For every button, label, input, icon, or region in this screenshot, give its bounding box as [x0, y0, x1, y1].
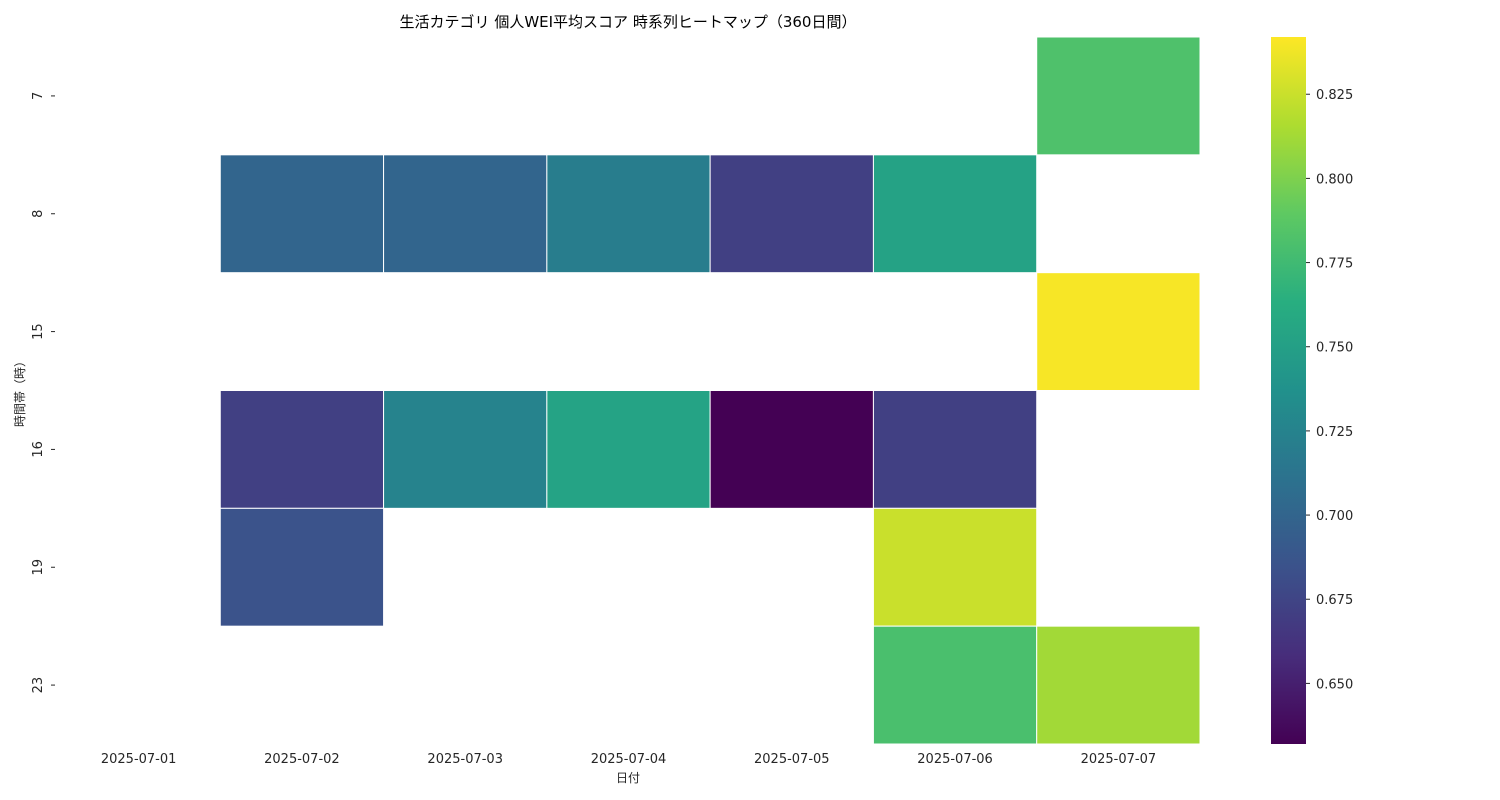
- y-tick-label: 16: [31, 441, 46, 458]
- colorbar-tick-label: 0.725: [1316, 425, 1353, 440]
- x-tick-labels: 2025-07-01 2025-07-02 2025-07-03 2025-07-04…: [101, 752, 1156, 767]
- y-axis-label: 時間帯（時）: [13, 355, 27, 427]
- heatmap-cell: [383, 390, 548, 509]
- heatmap-cell: [219, 507, 385, 627]
- heatmap-cell: [709, 154, 874, 274]
- heatmap-cells: [219, 36, 1201, 745]
- colorbar-tick-label: 0.700: [1316, 509, 1353, 524]
- heatmap-cell: [546, 154, 711, 274]
- heatmap-cell: [872, 154, 1038, 274]
- heatmap-cell: [1036, 36, 1201, 156]
- heatmap-cell: [219, 154, 385, 274]
- y-tick-labels: 7 8 15 16 19 23: [31, 92, 46, 694]
- heatmap-cell: [546, 390, 711, 509]
- colorbar-tick-label: 0.750: [1316, 341, 1353, 356]
- colorbar-tick-label: 0.675: [1316, 593, 1353, 608]
- heatmap-cell: [872, 625, 1038, 745]
- x-tick-label: 2025-07-04: [591, 752, 667, 767]
- y-tick-label: 23: [31, 677, 46, 694]
- x-tick-label: 2025-07-01: [101, 752, 177, 767]
- heatmap-cell: [1036, 625, 1201, 745]
- y-tick-label: 15: [31, 323, 46, 340]
- heatmap-cell: [1036, 272, 1201, 391]
- x-tick-label: 2025-07-05: [754, 752, 830, 767]
- heatmap-cell: [872, 507, 1038, 627]
- colorbar-tick-label: 0.650: [1316, 677, 1353, 692]
- x-tick-label: 2025-07-07: [1081, 752, 1157, 767]
- heatmap-cell: [219, 390, 385, 509]
- colorbar: [1271, 37, 1306, 744]
- colorbar-tick-label: 0.825: [1316, 88, 1353, 103]
- y-tick-label: 8: [31, 210, 46, 218]
- chart-title: 生活カテゴリ 個人WEI平均スコア 時系列ヒートマップ（360日間）: [400, 13, 857, 31]
- heatmap-cell: [872, 390, 1038, 509]
- x-tick-label: 2025-07-06: [917, 752, 993, 767]
- x-tick-label: 2025-07-03: [427, 752, 503, 767]
- colorbar-tick-label: 0.775: [1316, 257, 1353, 272]
- colorbar-tick-label: 0.800: [1316, 172, 1353, 187]
- y-tick-label: 7: [31, 92, 46, 100]
- x-axis-label: 日付: [616, 771, 640, 785]
- heatmap-cell: [383, 154, 548, 274]
- colorbar-ticks: 0.650 0.675 0.700 0.725 0.750 0.775 0.800 0.825: [1306, 88, 1353, 692]
- y-tick-marks: [51, 95, 55, 686]
- x-tick-label: 2025-07-02: [264, 752, 340, 767]
- y-tick-label: 19: [31, 559, 46, 576]
- heatmap-cell: [709, 390, 874, 509]
